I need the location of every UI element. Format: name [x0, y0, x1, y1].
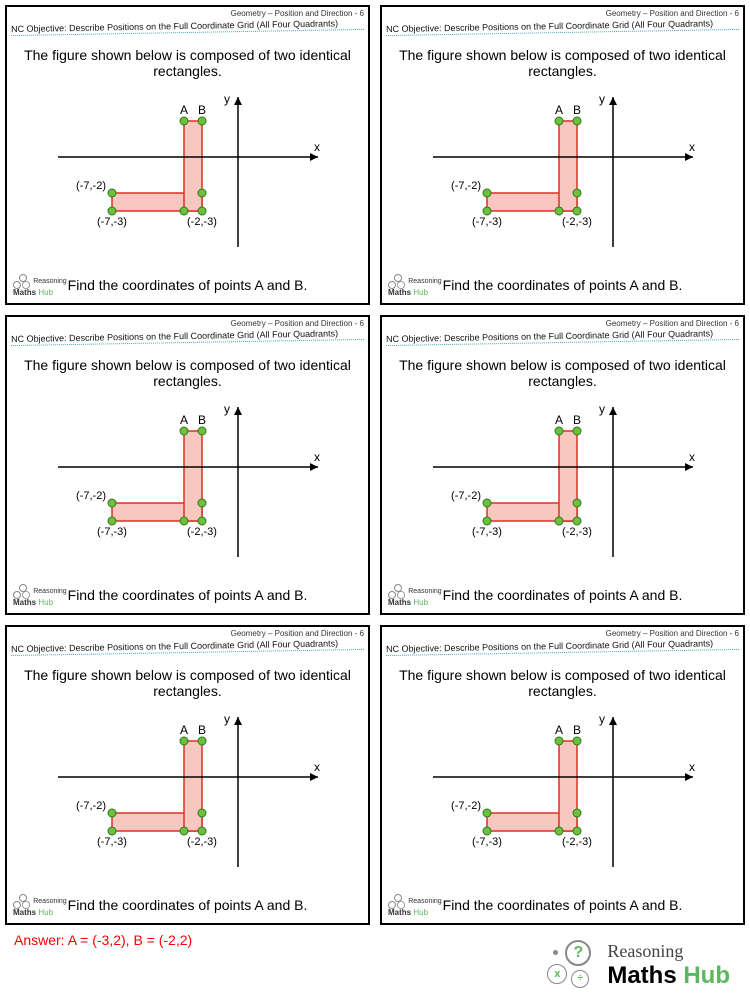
intro-text: The figure shown below is composed of tw…	[17, 47, 358, 79]
svg-text:y: y	[224, 92, 230, 106]
svg-text:(-7,-3): (-7,-3)	[472, 216, 502, 228]
objective-label: NC Objective: Describe Positions on the …	[386, 638, 739, 654]
objective-label: NC Objective: Describe Positions on the …	[386, 328, 739, 344]
coordinate-chart: x y (-7,-2) (-7,-3) (-2,-3) AB	[423, 707, 703, 887]
logo-small: Reasoning Maths Hub	[388, 894, 442, 917]
logo-small: Reasoning Maths Hub	[13, 274, 67, 297]
svg-text:(-2,-3): (-2,-3)	[187, 216, 217, 228]
svg-text:x: x	[314, 760, 320, 774]
svg-text:y: y	[224, 402, 230, 416]
svg-text:y: y	[599, 712, 605, 726]
topic-label: Geometry – Position and Direction - 6	[231, 9, 364, 18]
objective-label: NC Objective: Describe Positions on the …	[11, 18, 364, 34]
logo-small-icon	[13, 274, 31, 288]
svg-text:B: B	[197, 103, 205, 117]
intro-text: The figure shown below is composed of tw…	[392, 667, 733, 699]
logo-small: Reasoning Maths Hub	[13, 894, 67, 917]
intro-text: The figure shown below is composed of tw…	[392, 47, 733, 79]
worksheet-card: Geometry – Position and Direction - 6 NC…	[380, 315, 745, 615]
svg-text:y: y	[224, 712, 230, 726]
svg-text:(-2,-3): (-2,-3)	[187, 836, 217, 848]
svg-text:A: A	[554, 103, 562, 117]
logo-small-icon	[13, 584, 31, 598]
topic-label: Geometry – Position and Direction - 6	[231, 629, 364, 638]
worksheet-card: Geometry – Position and Direction - 6 NC…	[380, 5, 745, 305]
svg-text:(-7,-3): (-7,-3)	[97, 836, 127, 848]
logo-maths: Maths	[607, 962, 683, 989]
coordinate-chart: x y (-7,-2) (-7,-3) (-2,-3) AB	[48, 707, 328, 887]
intro-text: The figure shown below is composed of tw…	[17, 357, 358, 389]
intro-text: The figure shown below is composed of tw…	[17, 667, 358, 699]
svg-text:y: y	[599, 402, 605, 416]
logo-large: ? x ÷ Reasoning Maths Hub	[541, 941, 730, 990]
topic-label: Geometry – Position and Direction - 6	[606, 319, 739, 328]
svg-text:(-7,-3): (-7,-3)	[472, 526, 502, 538]
objective-label: NC Objective: Describe Positions on the …	[11, 638, 364, 654]
logo-icon: ? x ÷	[541, 942, 597, 990]
worksheet-card: Geometry – Position and Direction - 6 NC…	[380, 625, 745, 925]
coordinate-chart: x y (-7,-2) (-7,-3) (-2,-3) AB	[48, 397, 328, 577]
logo-small-icon	[388, 274, 406, 288]
svg-text:(-7,-3): (-7,-3)	[97, 526, 127, 538]
logo-small: Reasoning Maths Hub	[388, 584, 442, 607]
coordinate-chart: x y (-7,-2) (-7,-3) (-2,-3) AB	[423, 87, 703, 267]
svg-text:y: y	[599, 92, 605, 106]
logo-small-icon	[13, 894, 31, 908]
svg-text:(-7,-2): (-7,-2)	[451, 490, 481, 502]
svg-text:(-2,-3): (-2,-3)	[187, 526, 217, 538]
svg-text:(-7,-2): (-7,-2)	[76, 490, 106, 502]
svg-text:(-7,-3): (-7,-3)	[97, 216, 127, 228]
coordinate-chart: x y (-7,-2) (-7,-3) (-2,-3) AB	[423, 397, 703, 577]
svg-text:B: B	[572, 413, 580, 427]
logo-small: Reasoning Maths Hub	[388, 274, 442, 297]
svg-text:B: B	[197, 413, 205, 427]
svg-text:(-7,-2): (-7,-2)	[76, 180, 106, 192]
svg-text:(-2,-3): (-2,-3)	[562, 836, 592, 848]
coordinate-chart: x y (-7,-2) (-7,-3) (-2,-3) AB	[48, 87, 328, 267]
topic-label: Geometry – Position and Direction - 6	[606, 629, 739, 638]
logo-small: Reasoning Maths Hub	[13, 584, 67, 607]
svg-text:A: A	[179, 103, 187, 117]
svg-text:(-2,-3): (-2,-3)	[562, 216, 592, 228]
worksheet-card: Geometry – Position and Direction - 6 NC…	[5, 315, 370, 615]
logo-hub: Hub	[683, 962, 730, 989]
objective-label: NC Objective: Describe Positions on the …	[11, 328, 364, 344]
svg-text:(-7,-2): (-7,-2)	[451, 180, 481, 192]
svg-text:B: B	[197, 723, 205, 737]
svg-text:A: A	[179, 723, 187, 737]
svg-text:(-7,-3): (-7,-3)	[472, 836, 502, 848]
svg-text:B: B	[572, 103, 580, 117]
svg-text:A: A	[554, 413, 562, 427]
logo-small-icon	[388, 584, 406, 598]
intro-text: The figure shown below is composed of tw…	[392, 357, 733, 389]
topic-label: Geometry – Position and Direction - 6	[606, 9, 739, 18]
topic-label: Geometry – Position and Direction - 6	[231, 319, 364, 328]
svg-text:x: x	[689, 450, 695, 464]
objective-label: NC Objective: Describe Positions on the …	[386, 18, 739, 34]
svg-text:A: A	[554, 723, 562, 737]
svg-text:x: x	[689, 140, 695, 154]
logo-small-icon	[388, 894, 406, 908]
worksheet-card: Geometry – Position and Direction - 6 NC…	[5, 625, 370, 925]
svg-text:(-2,-3): (-2,-3)	[562, 526, 592, 538]
answer-text: Answer: A = (-3,2), B = (-2,2)	[14, 932, 192, 948]
svg-text:A: A	[179, 413, 187, 427]
svg-text:x: x	[689, 760, 695, 774]
svg-text:x: x	[314, 140, 320, 154]
worksheet-grid: Geometry – Position and Direction - 6 NC…	[0, 0, 750, 930]
svg-text:(-7,-2): (-7,-2)	[451, 800, 481, 812]
svg-text:x: x	[314, 450, 320, 464]
svg-text:B: B	[572, 723, 580, 737]
worksheet-card: Geometry – Position and Direction - 6 NC…	[5, 5, 370, 305]
logo-reasoning: Reasoning	[607, 941, 730, 962]
svg-text:(-7,-2): (-7,-2)	[76, 800, 106, 812]
